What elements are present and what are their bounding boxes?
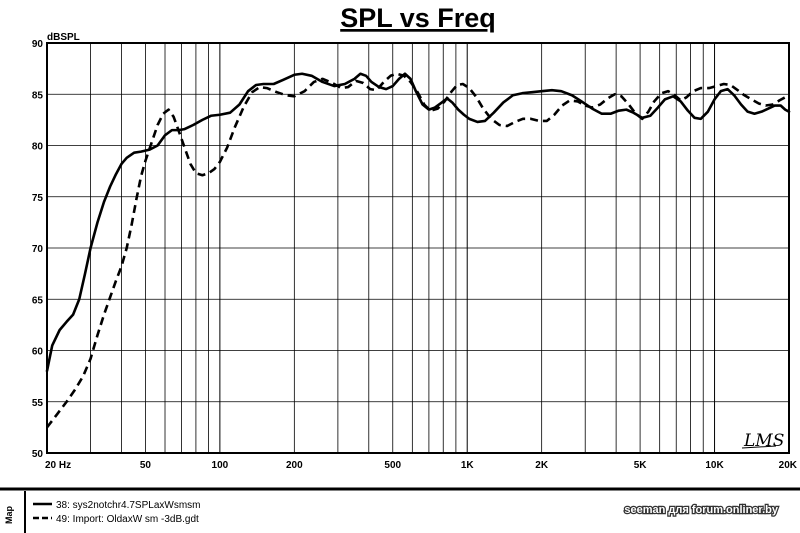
y-tick-label: 80 <box>32 142 44 153</box>
x-tick-label: 500 <box>384 460 401 471</box>
legend-label: 49: Import: OldaxW sm -3dB.gdt <box>56 514 199 525</box>
series-lines <box>45 72 791 429</box>
x-tick-label: 20K <box>779 460 798 471</box>
x-tick-label: 200 <box>286 460 303 471</box>
y-tick-label: 65 <box>32 295 44 306</box>
y-tick-label: 60 <box>32 347 44 358</box>
legend: 38: sys2notchr4.7SPLaxWsmsm 49: Import: O… <box>33 500 201 525</box>
side-label: Map <box>4 505 14 524</box>
x-tick-label: 50 <box>140 460 152 471</box>
y-tick-label: 90 <box>32 39 44 50</box>
x-ticks: 20 Hz 50 100 200 500 1K 2K 5K 10K 20K <box>45 460 798 471</box>
x-tick-label: 5K <box>634 460 648 471</box>
y-tick-label: 55 <box>32 398 44 409</box>
y-tick-label: 70 <box>32 244 44 255</box>
x-tick-label: 20 Hz <box>45 460 71 471</box>
y-tick-label: 85 <box>32 90 44 101</box>
watermark-text: seeman для forum.onliner.by <box>624 504 779 516</box>
y-ticks: 50 55 60 65 70 75 80 85 90 <box>32 39 44 460</box>
y-tick-label: 50 <box>32 449 44 460</box>
y-axis-label: dBSPL <box>47 32 80 43</box>
legend-label: 38: sys2notchr4.7SPLaxWsmsm <box>56 500 201 511</box>
x-tick-label: 1K <box>461 460 475 471</box>
chart-title: SPL vs Freq <box>340 3 496 33</box>
series-line-dashed <box>45 72 790 429</box>
y-tick-label: 75 <box>32 193 44 204</box>
grid <box>47 43 789 453</box>
series-line-solid <box>45 72 791 373</box>
plot-frame <box>46 42 790 454</box>
x-tick-label: 100 <box>212 460 229 471</box>
watermark: seeman для forum.onliner.by <box>623 503 780 518</box>
x-tick-label: 10K <box>705 460 724 471</box>
x-tick-label: 2K <box>535 460 549 471</box>
lms-logo: LMS <box>741 431 784 451</box>
